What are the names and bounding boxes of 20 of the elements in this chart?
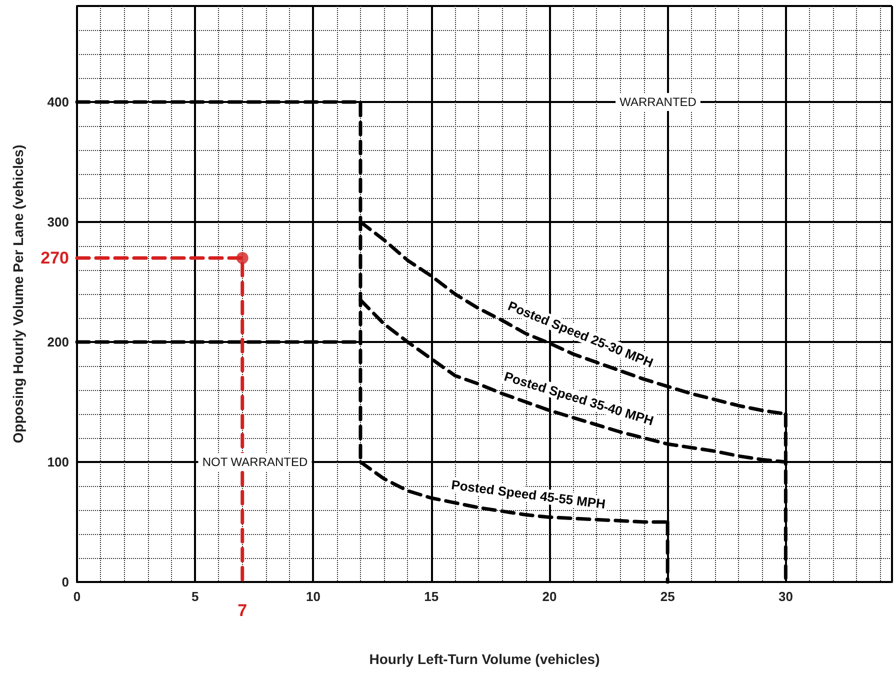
x-tick-label: 15 (424, 589, 439, 604)
text: Posted Speed 45-55 MPH (450, 477, 606, 512)
x-axis-title: Hourly Left-Turn Volume (vehicles) (369, 651, 600, 667)
x-tick-label: 10 (306, 589, 320, 604)
x-tick-label: 20 (542, 589, 557, 604)
text: Posted Speed 35-40 MPH (502, 368, 656, 428)
y-tick-label: 200 (47, 334, 69, 350)
x-tick-label: 0 (73, 589, 81, 604)
x-tick-label: 25 (660, 589, 675, 604)
annotation: 7 (238, 601, 248, 620)
annotation: NOT WARRANTED (202, 455, 308, 469)
y-tick-label: 400 (47, 94, 69, 110)
y-tick-label: 300 (47, 214, 69, 230)
y-tick-label: 100 (47, 454, 69, 470)
annotation: 270 (40, 248, 69, 268)
y-tick-label: 0 (62, 574, 69, 590)
annotation: WARRANTED (620, 95, 697, 109)
y-axis-title: Opposing Hourly Volume Per Lane (vehicles) (10, 144, 26, 444)
x-tick-label: 30 (778, 589, 793, 604)
x-tick-label: 5 (192, 589, 199, 604)
